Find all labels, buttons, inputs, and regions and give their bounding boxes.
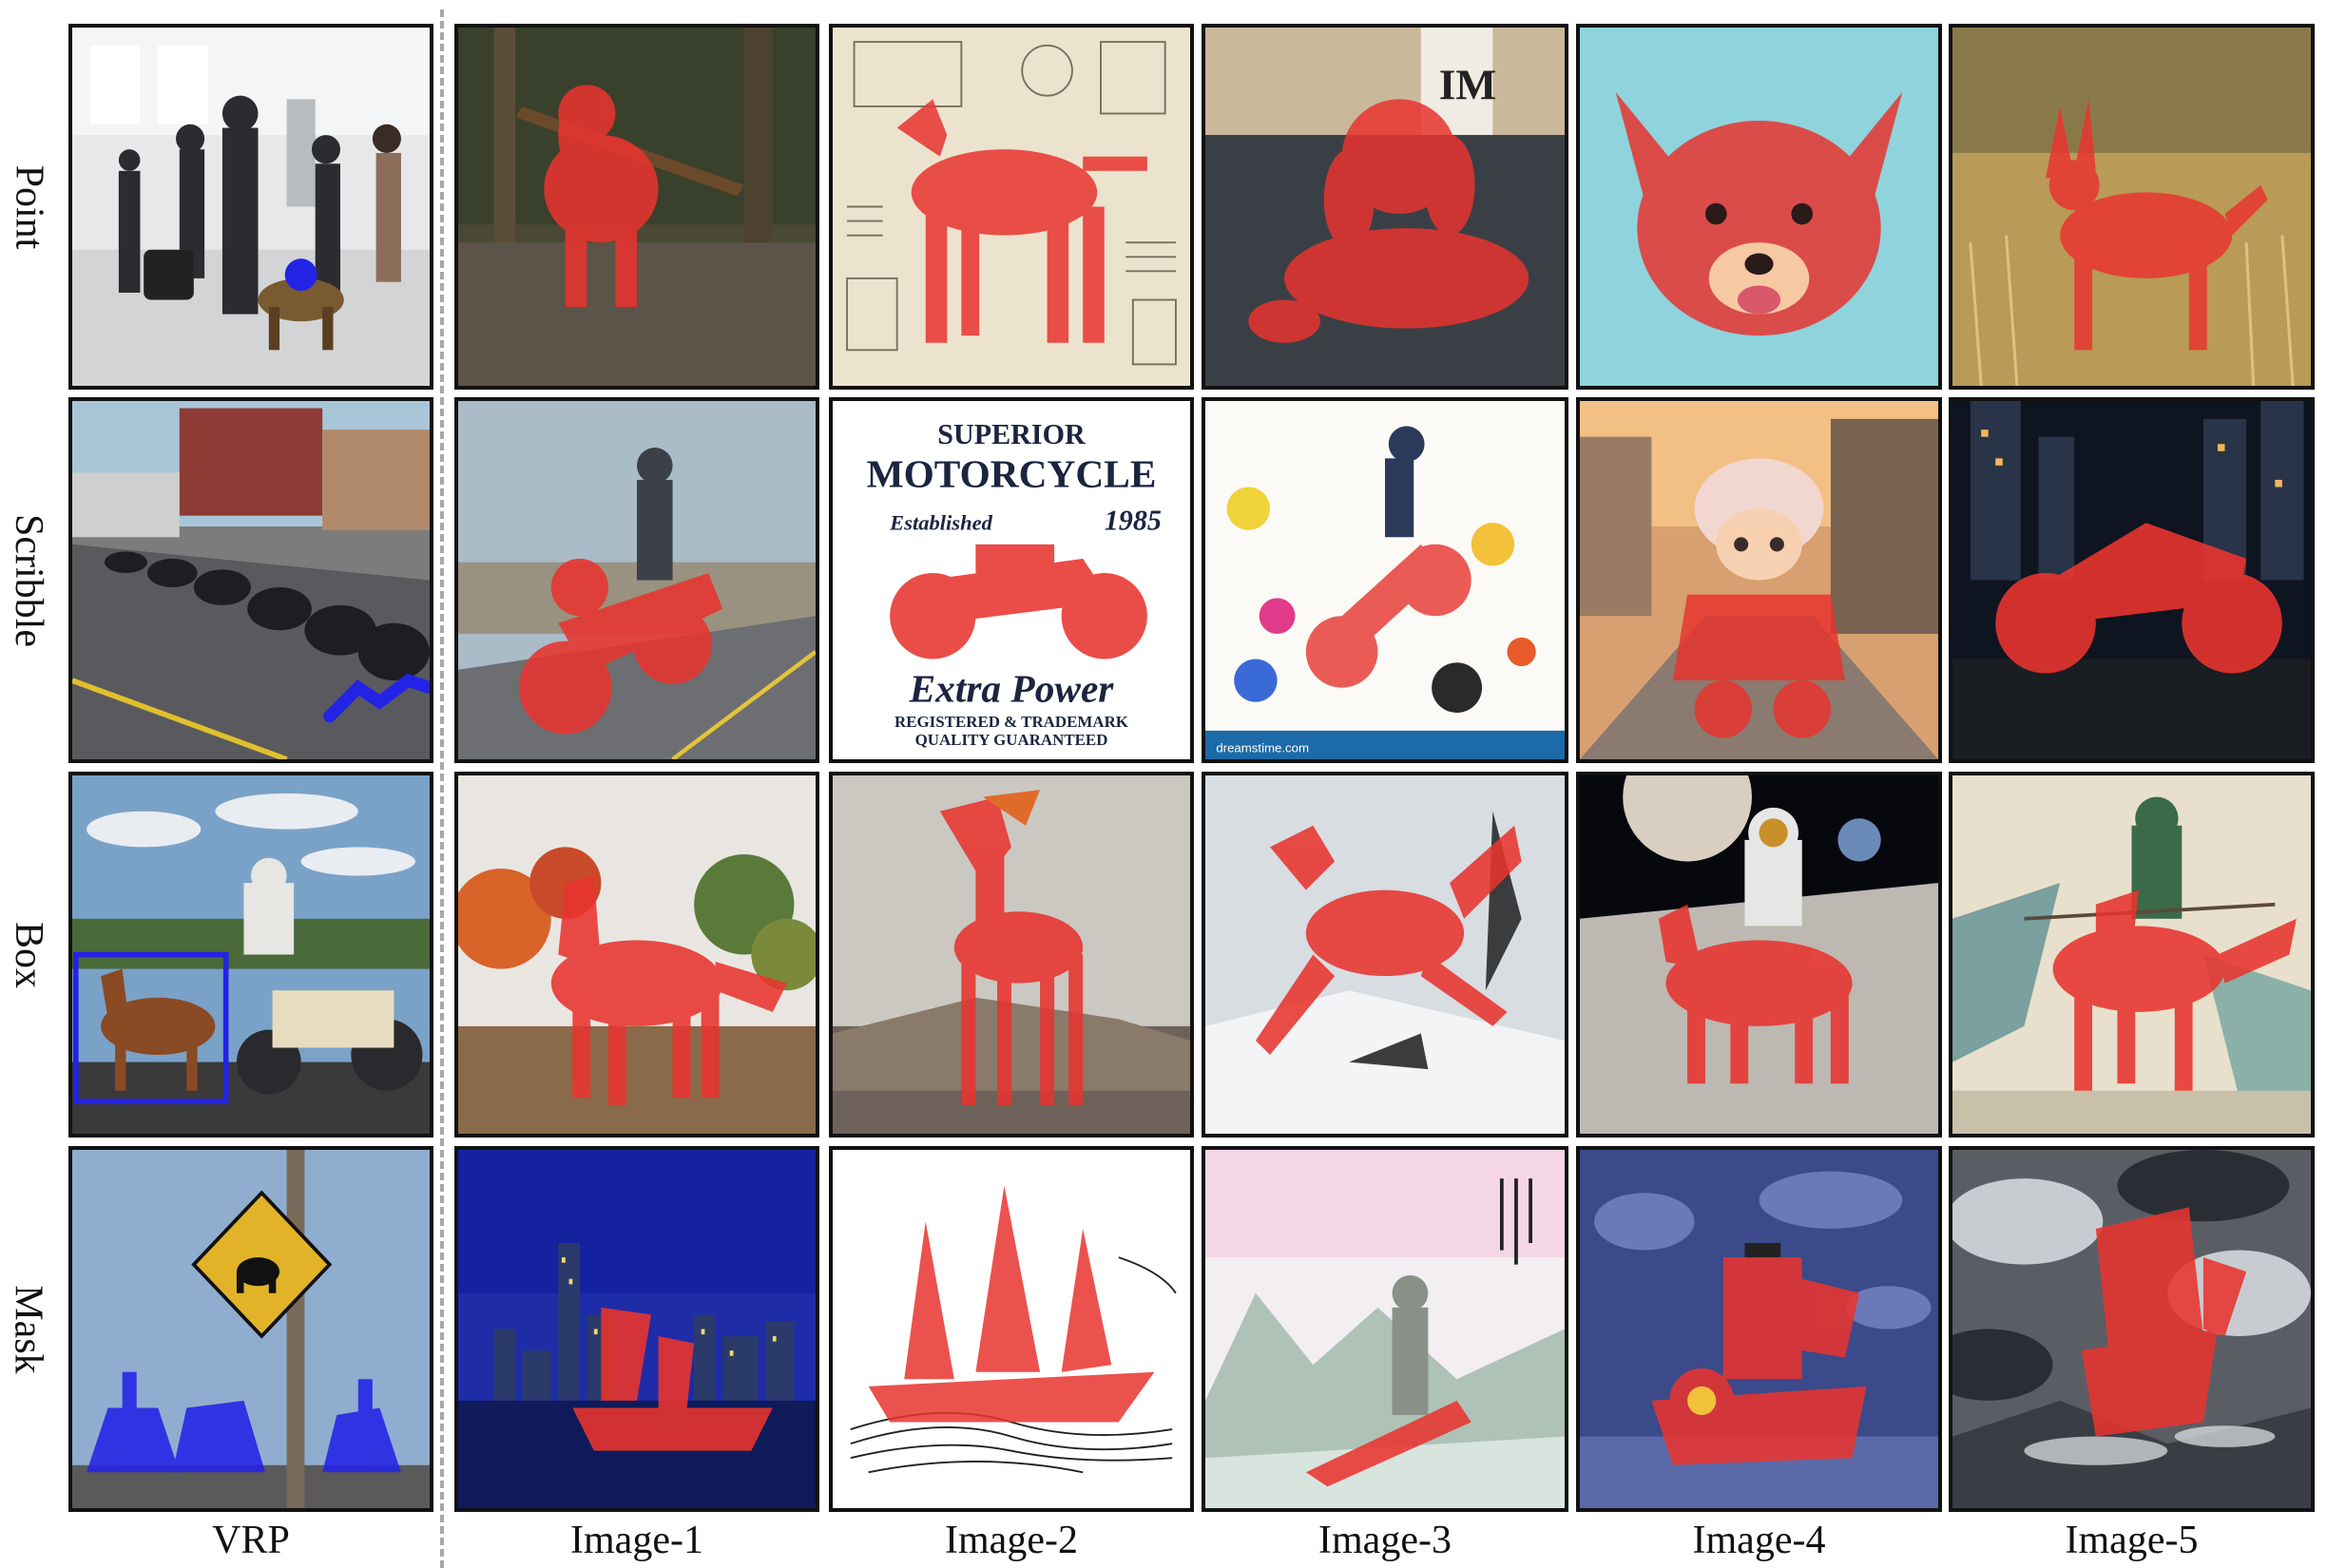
tile-box-image-1 (454, 772, 819, 1138)
tile-mask-vrp (68, 1146, 433, 1512)
tile-point-image-4 (1576, 24, 1942, 390)
tile-mask-image-3 (1202, 1146, 1568, 1512)
svg-text:IM: IM (1439, 61, 1496, 108)
tile-mask-image-4 (1576, 1146, 1942, 1512)
column-label-image-5: Image-5 (2065, 1519, 2199, 1562)
tile-point-image-3: IM (1202, 24, 1568, 390)
tile-mask-image-2 (829, 1146, 1194, 1512)
svg-text:1985: 1985 (1105, 505, 1162, 537)
tile-scribble-image-4 (1576, 397, 1942, 763)
svg-text:REGISTERED & TRADEMARK: REGISTERED & TRADEMARK (894, 713, 1129, 731)
column-label-image-3: Image-3 (1318, 1519, 1452, 1562)
tile-scribble-image-5 (1949, 397, 2315, 763)
tile-mask-image-1 (454, 1146, 819, 1512)
tile-point-vrp (68, 24, 433, 390)
tile-point-image-2 (829, 24, 1194, 390)
svg-text:QUALITY GUARANTEED: QUALITY GUARANTEED (915, 731, 1108, 749)
tile-scribble-image-1 (454, 397, 819, 763)
svg-text:dreamstime.com: dreamstime.com (1216, 740, 1309, 755)
svg-text:SUPERIOR: SUPERIOR (937, 418, 1087, 450)
tile-box-image-4 (1576, 772, 1942, 1138)
tile-point-image-5 (1949, 24, 2315, 390)
mask-prompt-region (87, 1371, 401, 1473)
column-label-image-2: Image-2 (945, 1519, 1078, 1562)
box-prompt-rect (72, 951, 229, 1104)
tile-scribble-vrp (68, 397, 433, 763)
row-label-scribble: Scribble (7, 513, 50, 647)
svg-text:MOTORCYCLE: MOTORCYCLE (867, 451, 1157, 495)
tile-box-image-2 (829, 772, 1194, 1138)
column-label-image-1: Image-1 (570, 1519, 703, 1562)
tile-box-image-3 (1202, 772, 1568, 1138)
tile-scribble-image-3: dreamstime.com (1202, 397, 1568, 763)
tile-mask-image-5 (1949, 1146, 2315, 1512)
dashed-divider (440, 10, 444, 1568)
row-label-box: Box (7, 921, 51, 988)
svg-text:Established: Established (889, 511, 992, 535)
column-label-image-4: Image-4 (1692, 1519, 1826, 1562)
point-prompt-dot (284, 258, 317, 292)
row-label-mask: Mask (7, 1284, 50, 1374)
scribble-prompt-stroke (323, 673, 430, 723)
svg-text:Extra Power: Extra Power (909, 667, 1115, 711)
tile-point-image-1 (454, 24, 819, 390)
tile-box-image-5 (1949, 772, 2315, 1138)
column-label-vrp: VRP (212, 1519, 290, 1562)
row-label-point: Point (7, 164, 51, 249)
tile-scribble-image-2: SUPERIOR MOTORCYCLE Established 1985 Ext… (829, 397, 1194, 763)
tile-box-vrp (68, 772, 433, 1138)
